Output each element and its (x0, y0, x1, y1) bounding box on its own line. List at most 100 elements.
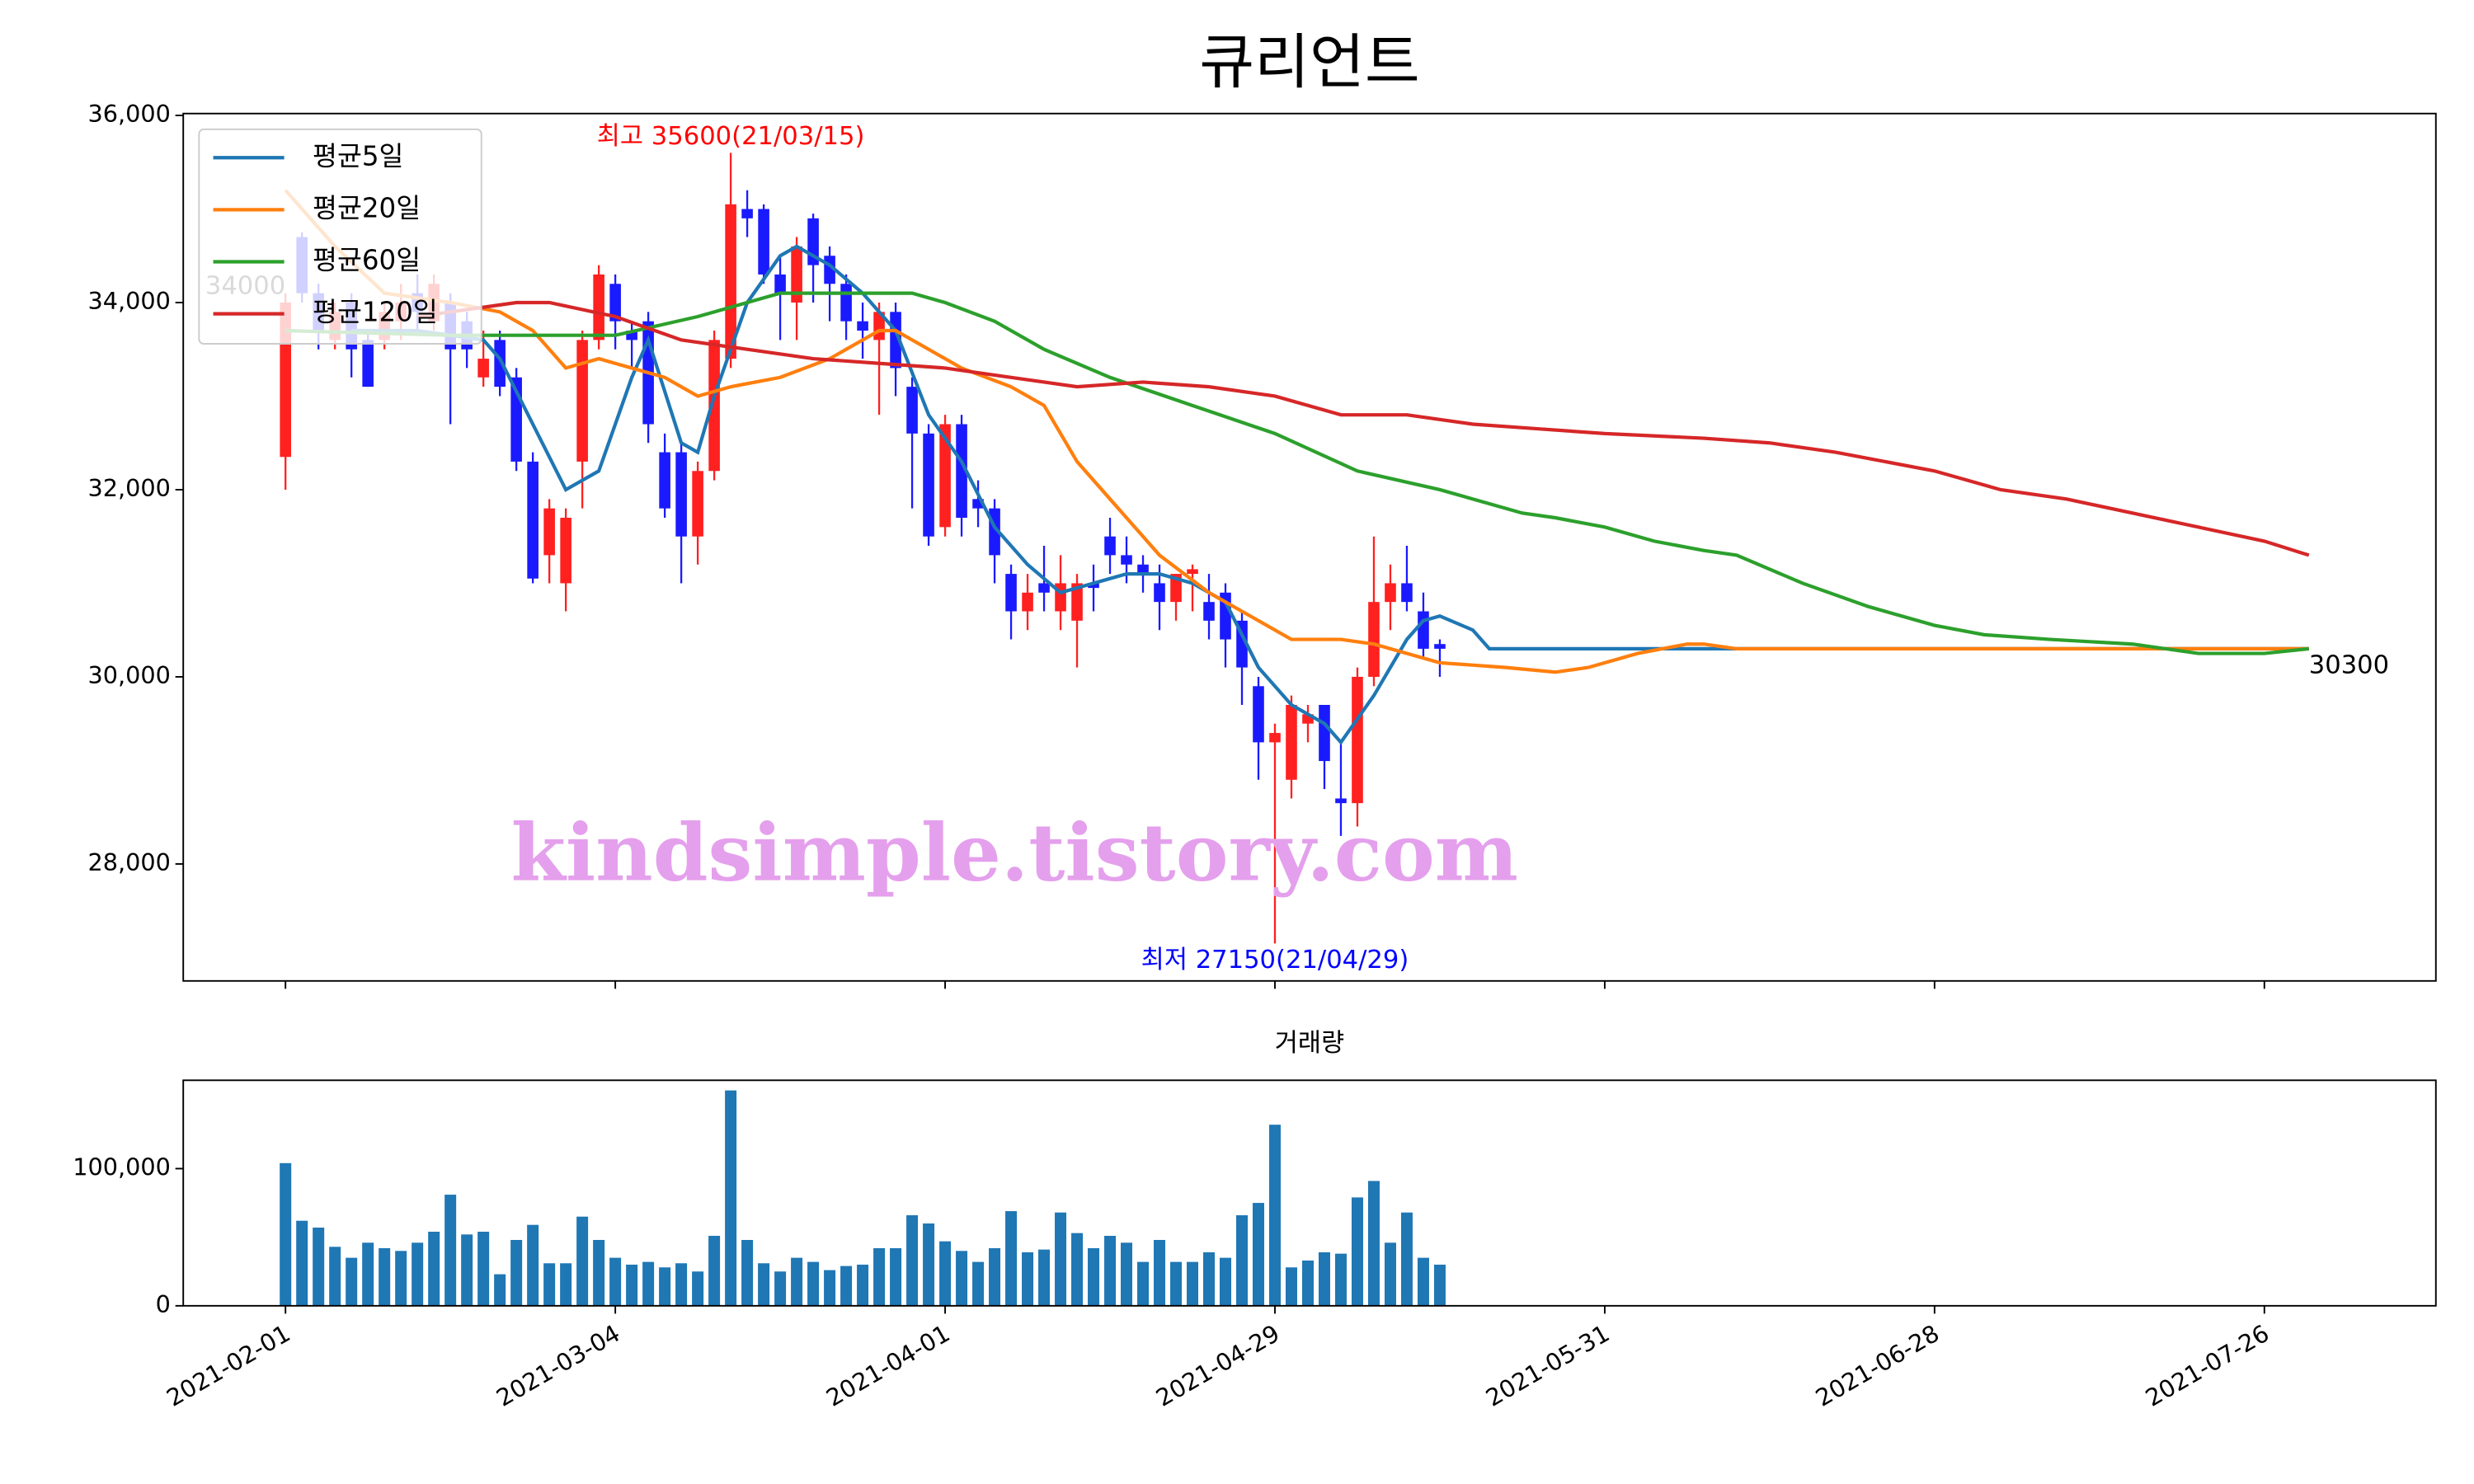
volume-bar (939, 1241, 952, 1306)
volume-bar (444, 1195, 457, 1306)
x-tick-label: 2021-07-26 (2141, 1319, 2274, 1412)
candle-body (791, 246, 802, 303)
candle-body (494, 340, 506, 387)
volume-bar (1351, 1197, 1363, 1306)
volume-bar (972, 1261, 985, 1306)
candle-body (1005, 574, 1017, 612)
candle-body (758, 209, 769, 275)
volume-bar (296, 1220, 308, 1306)
volume-bar (989, 1247, 1001, 1306)
candle-body (362, 340, 374, 387)
volume-bar (1055, 1212, 1067, 1306)
volume-bar (1038, 1249, 1051, 1306)
candle-body (840, 284, 852, 322)
volume-bar (1253, 1203, 1265, 1306)
y-tick-label: 30,000 (88, 661, 171, 689)
candle-body (956, 424, 967, 519)
candle-body (1269, 733, 1281, 743)
candle-body (1038, 583, 1050, 593)
candle-body (906, 387, 918, 434)
x-tick-label: 2021-04-01 (821, 1319, 954, 1412)
candle-body (1187, 569, 1198, 575)
volume-bar (758, 1263, 770, 1306)
chart-title: 큐리언트 (1199, 28, 1419, 97)
y-tick-label: 34,000 (88, 287, 171, 315)
volume-bar (1384, 1242, 1396, 1306)
volume-bar (923, 1223, 935, 1306)
volume-bar (1005, 1211, 1018, 1306)
candle-body (543, 508, 555, 556)
candle-body (1071, 583, 1083, 621)
volume-bar (510, 1239, 523, 1306)
y-tick-label: 0 (156, 1290, 171, 1318)
annotation: 30300 (2309, 650, 2389, 679)
candle-body (560, 518, 571, 584)
candle-body (774, 274, 786, 294)
volume-bar (1121, 1242, 1133, 1306)
volume-bar (527, 1224, 539, 1306)
volume-bar (857, 1264, 869, 1306)
x-tick-label: 2021-03-04 (492, 1319, 624, 1412)
volume-bar (675, 1263, 688, 1306)
volume-bar (1285, 1267, 1297, 1306)
volume-bar (1170, 1261, 1183, 1306)
volume-bar (362, 1242, 374, 1306)
candle-body (1319, 704, 1330, 762)
moving-average-line (284, 189, 2309, 674)
candle-body (609, 284, 621, 322)
volume-bar (280, 1162, 292, 1306)
volume-bar (428, 1231, 440, 1306)
legend-label: 평균60일 (313, 245, 421, 276)
volume-bar (1268, 1125, 1281, 1306)
volume-bar (873, 1247, 886, 1306)
annotation: 최저 27150(21/04/29) (1141, 946, 1409, 974)
candle-body (1368, 602, 1380, 677)
volume-bar (1022, 1252, 1034, 1306)
volume-bar (1367, 1181, 1380, 1306)
candle-body (725, 204, 736, 359)
candle-body (1401, 583, 1413, 603)
volume-bar (1236, 1215, 1249, 1306)
plot-frame (182, 112, 2437, 982)
candle-body (1203, 602, 1215, 621)
volume-bar (395, 1251, 407, 1306)
volume-bar (313, 1228, 325, 1306)
candle-body (708, 340, 720, 472)
x-tick-label: 2021-05-31 (1481, 1319, 1614, 1412)
candle-body (527, 461, 539, 579)
volume-bar (890, 1247, 902, 1306)
volume-bar (477, 1231, 490, 1306)
candle-body (659, 452, 670, 509)
volume-bar (626, 1264, 638, 1306)
volume-bar (1433, 1264, 1446, 1306)
candle-body (741, 209, 753, 218)
volume-bar (659, 1267, 671, 1306)
candle-body (593, 274, 604, 340)
volume-bar (824, 1270, 836, 1306)
candle-body (576, 340, 588, 462)
candle-body (1088, 583, 1099, 589)
candle-body (477, 359, 489, 378)
volume-bar (1187, 1261, 1199, 1306)
volume-bar (1137, 1261, 1150, 1306)
volume-bar (1203, 1252, 1216, 1306)
moving-average-line (351, 244, 2309, 745)
volume-bar (1104, 1235, 1117, 1306)
volume-bar (774, 1271, 787, 1306)
volume-bar (1417, 1257, 1429, 1306)
volume-bar (956, 1251, 968, 1306)
candle-body (675, 452, 687, 537)
volume-bar (1301, 1260, 1314, 1306)
volume-bar (708, 1235, 721, 1306)
candle-body (1022, 592, 1033, 612)
watermark: kindsimple.tistory.com (511, 805, 1518, 899)
candle-body (626, 331, 637, 340)
candle-body (1104, 536, 1116, 556)
annotation: 최고 35600(21/03/15) (597, 122, 865, 151)
volume-bar (494, 1274, 506, 1306)
volume-bar (1071, 1233, 1084, 1306)
moving-average-line (285, 291, 2310, 655)
volume-bar (1334, 1253, 1347, 1306)
